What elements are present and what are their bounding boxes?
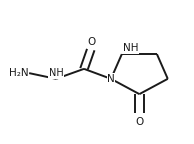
Text: O: O (88, 37, 96, 47)
Text: N: N (107, 74, 115, 84)
Text: O: O (135, 117, 144, 127)
Text: NH: NH (49, 68, 63, 78)
Text: H₂N: H₂N (9, 68, 28, 78)
Text: NH: NH (123, 43, 138, 53)
